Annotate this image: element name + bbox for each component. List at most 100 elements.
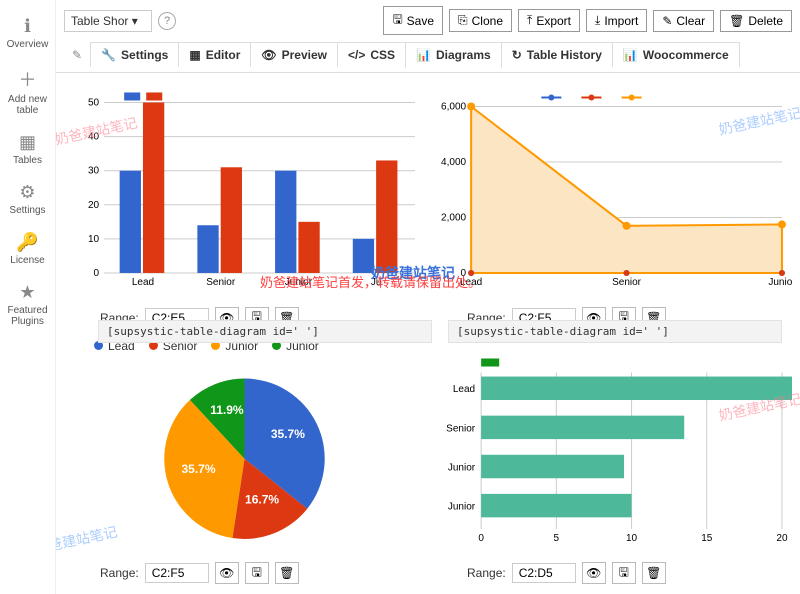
svg-text:20: 20 xyxy=(88,200,100,211)
shortcode-bar[interactable]: [supsystic-table-diagram id=' '] xyxy=(98,320,432,343)
sidebar-item-license[interactable]: 🔑 License xyxy=(0,224,56,274)
hbar-chart-panel: 05101520LeadSeniorJuniorJunior 奶爸建站笔记 Ra… xyxy=(431,337,792,587)
sidebar-label: Featured Plugins xyxy=(2,305,54,327)
main: Table Shor ▾ ? 🖫Save ⎘Clone ⤒Export ⤓Imp… xyxy=(56,0,800,594)
svg-text:0: 0 xyxy=(94,268,100,279)
sidebar-item-tables[interactable]: ▦ Tables xyxy=(0,124,56,174)
sidebar-item-overview[interactable]: ℹ Overview xyxy=(0,8,56,58)
svg-text:Senior: Senior xyxy=(612,277,642,288)
tab-diagrams[interactable]: 📊Diagrams xyxy=(405,42,502,69)
range-label: Range: xyxy=(100,566,139,580)
sidebar-item-add[interactable]: ＋Add new table xyxy=(0,58,56,124)
view-button[interactable]: 👁 xyxy=(582,562,606,584)
hbar-range-input[interactable] xyxy=(512,563,576,583)
svg-text:35.7%: 35.7% xyxy=(181,461,215,475)
info-icon: ℹ xyxy=(24,16,31,37)
tab-preview[interactable]: 👁Preview xyxy=(250,42,338,67)
tabs: ✎ 🔧Settings ▦Editor 👁Preview </>CSS 📊Dia… xyxy=(56,41,800,73)
sidebar: ℹ Overview ＋Add new table ▦ Tables ⚙ Settin… xyxy=(0,0,56,594)
woo-icon: 📊 xyxy=(623,48,638,62)
svg-text:30: 30 xyxy=(88,166,100,177)
pie-chart: 35.7% 16.7% 35.7% 11.9% xyxy=(64,357,425,561)
sidebar-label: License xyxy=(10,255,44,266)
wrench-icon: 🔧 xyxy=(101,48,116,62)
svg-text:Junior: Junior xyxy=(448,501,476,512)
svg-text:16.7%: 16.7% xyxy=(245,492,279,506)
plus-icon: ＋ xyxy=(19,66,37,92)
chart-icon: 📊 xyxy=(416,48,431,62)
svg-text:11.9%: 11.9% xyxy=(210,402,244,416)
history-icon: ↻ xyxy=(512,48,522,62)
sidebar-item-settings[interactable]: ⚙ Settings xyxy=(0,174,56,224)
center-watermark: 奶爸建站笔记首发，转载请保留出处。 xyxy=(260,272,481,291)
code-icon: </> xyxy=(348,48,365,62)
sidebar-label: Settings xyxy=(9,205,45,216)
hbar-chart: 0 5 10 15 20 Lead Senior Junior Junior xyxy=(431,337,792,561)
svg-text:Junior: Junior xyxy=(448,462,476,473)
pie-range-input[interactable] xyxy=(145,563,209,583)
svg-text:15: 15 xyxy=(701,533,713,544)
view-button[interactable]: 👁 xyxy=(215,562,239,584)
help-icon[interactable]: ? xyxy=(158,12,176,30)
area-chart: 02,0004,0006,000LeadSeniorJunior xyxy=(431,81,792,305)
eraser-icon: ✎ xyxy=(662,14,672,28)
tab-history[interactable]: ↻Table History xyxy=(501,42,613,67)
topbar: Table Shor ▾ ? 🖫Save ⎘Clone ⤒Export ⤓Imp… xyxy=(56,0,800,41)
tab-woo[interactable]: 📊Woocommerce xyxy=(612,42,740,67)
svg-text:Junior: Junior xyxy=(768,277,792,288)
svg-text:40: 40 xyxy=(88,132,100,143)
tab-settings[interactable]: 🔧Settings xyxy=(90,42,179,67)
svg-text:20: 20 xyxy=(776,533,788,544)
clear-button[interactable]: ✎Clear xyxy=(653,10,714,32)
delete-chart-button[interactable]: 🗑 xyxy=(275,562,299,584)
svg-text:2,000: 2,000 xyxy=(441,212,466,223)
key-icon: 🔑 xyxy=(16,232,38,253)
grid-icon: ▦ xyxy=(19,132,36,153)
grid-icon: ▦ xyxy=(189,48,200,62)
pie-chart-panel: LeadSeniorJuniorJunior 35.7%16.7%35.7%11… xyxy=(64,337,425,587)
clone-icon: ⎘ xyxy=(458,13,468,28)
tab-editor[interactable]: ▦Editor xyxy=(178,42,251,67)
save-chart-button[interactable]: 🖫 xyxy=(245,562,269,584)
import-icon: ⤓ xyxy=(595,13,600,28)
range-label: Range: xyxy=(467,566,506,580)
svg-text:10: 10 xyxy=(626,533,638,544)
save-chart-button[interactable]: 🖫 xyxy=(612,562,636,584)
svg-text:4,000: 4,000 xyxy=(441,157,466,168)
shortcode-row: [supsystic-table-diagram id=' '] [supsys… xyxy=(90,318,790,345)
trash-icon: 🗑 xyxy=(729,14,744,28)
save-button[interactable]: 🖫Save xyxy=(383,6,443,35)
svg-text:Lead: Lead xyxy=(453,384,475,395)
svg-text:35.7%: 35.7% xyxy=(271,426,305,440)
star-icon: ★ xyxy=(19,282,35,303)
area-chart-panel: 02,0004,0006,000LeadSeniorJunior 奶爸建站笔记 … xyxy=(431,81,792,331)
svg-text:Senior: Senior xyxy=(206,277,236,288)
tab-css[interactable]: </>CSS xyxy=(337,42,406,67)
svg-text:6,000: 6,000 xyxy=(441,102,466,113)
sidebar-label: Tables xyxy=(13,155,42,166)
gear-icon: ⚙ xyxy=(19,182,35,203)
svg-text:Lead: Lead xyxy=(132,277,154,288)
sidebar-label: Add new table xyxy=(2,94,54,116)
pie-range-row: Range: 👁 🖫 🗑 xyxy=(64,560,425,586)
save-icon: 🖫 xyxy=(392,10,402,31)
shortcode-select[interactable]: Table Shor ▾ xyxy=(64,10,152,32)
eye-icon: 👁 xyxy=(261,48,276,62)
import-button[interactable]: ⤓Import xyxy=(586,9,647,32)
export-button[interactable]: ⤒Export xyxy=(518,9,580,32)
svg-text:0: 0 xyxy=(478,533,484,544)
sidebar-label: Overview xyxy=(7,39,49,50)
svg-text:50: 50 xyxy=(88,98,100,109)
svg-text:Senior: Senior xyxy=(446,423,476,434)
hbar-range-row: Range: 👁 🖫 🗑 xyxy=(431,560,792,586)
sidebar-item-featured[interactable]: ★Featured Plugins xyxy=(0,274,56,335)
bar-chart-panel: 01020304050LeadSeniorJuniorJu 奶爸建站笔记 奶爸建… xyxy=(64,81,425,331)
svg-text:5: 5 xyxy=(554,533,560,544)
export-icon: ⤒ xyxy=(527,13,532,28)
clone-button[interactable]: ⎘Clone xyxy=(449,9,512,32)
svg-text:10: 10 xyxy=(88,234,100,245)
delete-button[interactable]: 🗑Delete xyxy=(720,10,792,32)
edit-icon[interactable]: ✎ xyxy=(64,43,90,67)
shortcode-area[interactable]: [supsystic-table-diagram id=' '] xyxy=(448,320,782,343)
delete-chart-button[interactable]: 🗑 xyxy=(642,562,666,584)
